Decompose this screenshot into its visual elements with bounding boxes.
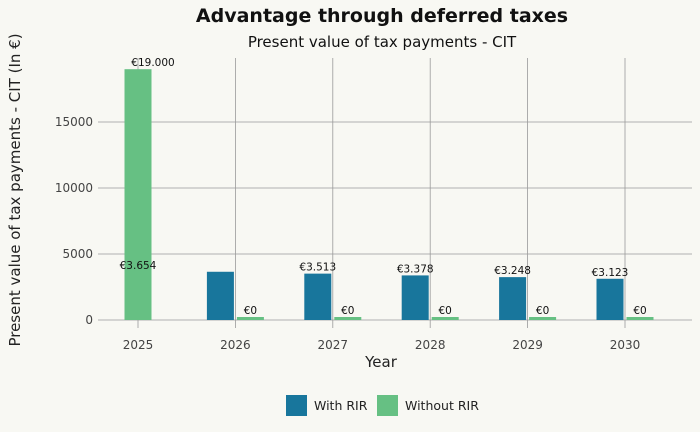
y-tick-label: 5000 bbox=[62, 247, 93, 261]
bar-value-label: €3.378 bbox=[397, 263, 434, 275]
bar-value-label: €3.654 bbox=[120, 260, 157, 272]
bar-with-rir-2028 bbox=[401, 275, 429, 320]
y-tick-label: 15000 bbox=[55, 115, 93, 129]
y-axis-ticks: 0 5000 10000 15000 bbox=[55, 115, 93, 327]
x-tick-label: 2030 bbox=[610, 338, 641, 352]
x-tick-label: 2029 bbox=[512, 338, 543, 352]
legend-label-with-rir[interactable]: With RIR bbox=[314, 398, 368, 413]
y-tick-label: 10000 bbox=[55, 181, 93, 195]
y-tick-label: 0 bbox=[85, 313, 93, 327]
bar-value-label: €0 bbox=[341, 305, 354, 317]
bar-value-label: €0 bbox=[439, 305, 452, 317]
bar-value-label: €19.000 bbox=[131, 57, 174, 69]
bar-value-label: €3.248 bbox=[494, 265, 531, 277]
bar-with-rir-2030 bbox=[596, 278, 624, 320]
x-tick-label: 2027 bbox=[318, 338, 349, 352]
bar-value-label: €0 bbox=[244, 305, 257, 317]
bar-value-label: €3.513 bbox=[299, 262, 336, 274]
legend-swatch-without-rir[interactable] bbox=[377, 395, 398, 416]
x-axis-ticks: 2025 2026 2027 2028 2029 2030 bbox=[123, 338, 641, 352]
x-tick-label: 2028 bbox=[415, 338, 446, 352]
x-tick-label: 2025 bbox=[123, 338, 154, 352]
bar-without-rir-2028 bbox=[431, 317, 459, 320]
legend-swatch-with-rir[interactable] bbox=[286, 395, 307, 416]
chart-subtitle: Present value of tax payments - CIT bbox=[248, 33, 517, 51]
x-axis-label: Year bbox=[364, 353, 398, 371]
bar-without-rir-2030 bbox=[626, 317, 654, 320]
bar-labels: €3.654 €3.513 €3.378 €3.248 €3.123 €19.000 €0 €… bbox=[120, 57, 647, 317]
bars bbox=[124, 69, 654, 320]
y-axis-label: Present value of tax payments - CIT (In … bbox=[6, 33, 24, 346]
chart-title: Advantage through deferred taxes bbox=[196, 5, 568, 27]
bar-without-rir-2025 bbox=[124, 69, 152, 320]
bar-value-label: €0 bbox=[536, 305, 549, 317]
bar-value-label: €3.123 bbox=[592, 267, 629, 279]
bar-with-rir-2027 bbox=[304, 273, 332, 320]
legend: With RIR Without RIR bbox=[286, 395, 479, 416]
legend-label-without-rir[interactable]: Without RIR bbox=[405, 398, 479, 413]
bar-value-label: €0 bbox=[633, 305, 646, 317]
bar-with-rir-2026 bbox=[206, 271, 234, 320]
bar-with-rir-2029 bbox=[499, 277, 527, 320]
x-tick-label: 2026 bbox=[220, 338, 251, 352]
bar-without-rir-2026 bbox=[236, 317, 264, 320]
bar-without-rir-2027 bbox=[334, 317, 362, 320]
bar-without-rir-2029 bbox=[529, 317, 557, 320]
